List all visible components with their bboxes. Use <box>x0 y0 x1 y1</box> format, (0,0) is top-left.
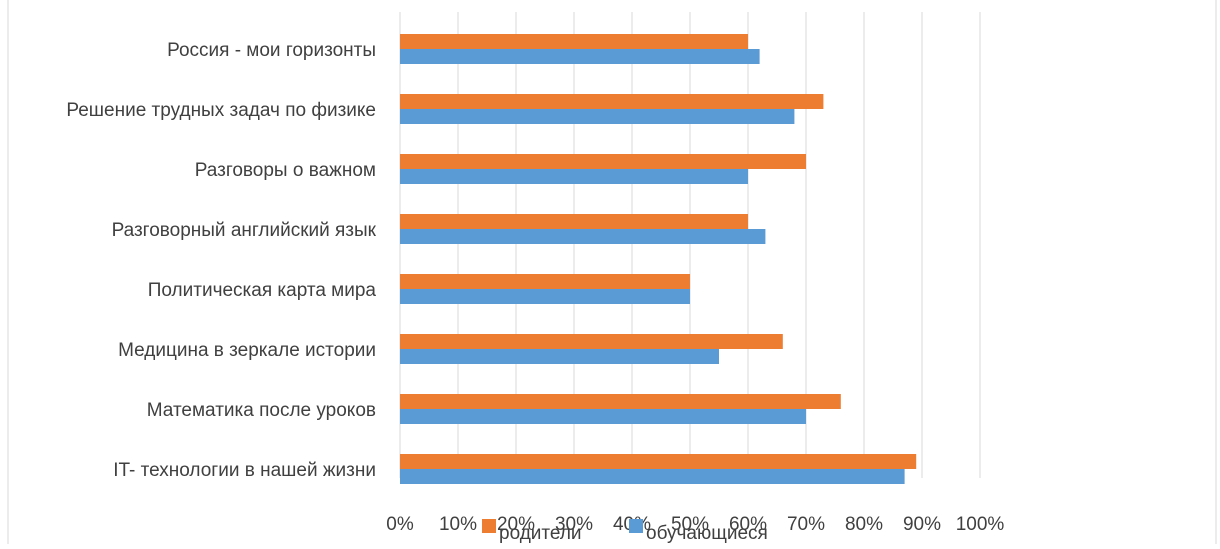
bar-родители <box>400 154 806 169</box>
x-tick-labels: 0%10%20%30%40%50%60%70%80%90%100% <box>386 514 1004 535</box>
category-label: IT- технологии в нашей жизни <box>113 460 376 481</box>
bar-обучающиеся <box>400 229 766 244</box>
x-tick-label: 10% <box>439 514 477 535</box>
bar-обучающиеся <box>400 349 719 364</box>
bar-обучающиеся <box>400 49 760 64</box>
x-tick-label: 0% <box>386 514 414 535</box>
x-tick-label: 20% <box>497 514 535 535</box>
bar-родители <box>400 274 690 289</box>
legend-swatch-родители <box>482 519 496 533</box>
category-label: Политическая карта мира <box>148 280 377 301</box>
x-tick-label: 70% <box>787 514 825 535</box>
category-label: Разговорный английский язык <box>112 220 377 241</box>
bar-обучающиеся <box>400 469 905 484</box>
bar-родители <box>400 454 917 469</box>
legend-label-родители: родители <box>499 523 582 544</box>
x-tick-label: 80% <box>845 514 883 535</box>
x-tick-label: 50% <box>671 514 709 535</box>
x-tick-label: 30% <box>555 514 593 535</box>
bar-родители <box>400 214 748 229</box>
legend: родители обучающиеся <box>482 519 768 544</box>
bar-родители <box>400 34 748 49</box>
bar-обучающиеся <box>400 169 748 184</box>
bar-обучающиеся <box>400 289 690 304</box>
x-tick-label: 100% <box>956 514 1005 535</box>
bars <box>400 34 917 484</box>
legend-swatch-обучающиеся <box>629 519 643 533</box>
x-tick-label: 90% <box>903 514 941 535</box>
bar-обучающиеся <box>400 409 806 424</box>
legend-label-обучающиеся: обучающиеся <box>646 523 768 544</box>
category-label: Россия - мои горизонты <box>167 40 376 61</box>
category-label: Медицина в зеркале истории <box>118 340 376 361</box>
bar-родители <box>400 394 841 409</box>
category-label: Разговоры о важном <box>195 160 376 181</box>
bar-родители <box>400 94 824 109</box>
category-label: Решение трудных задач по физике <box>66 100 376 121</box>
x-tick-label: 60% <box>729 514 767 535</box>
bar-обучающиеся <box>400 109 795 124</box>
category-label: Математика после уроков <box>147 400 376 421</box>
category-labels: Россия - мои горизонты Решение трудных за… <box>66 40 376 481</box>
bar-родители <box>400 334 783 349</box>
